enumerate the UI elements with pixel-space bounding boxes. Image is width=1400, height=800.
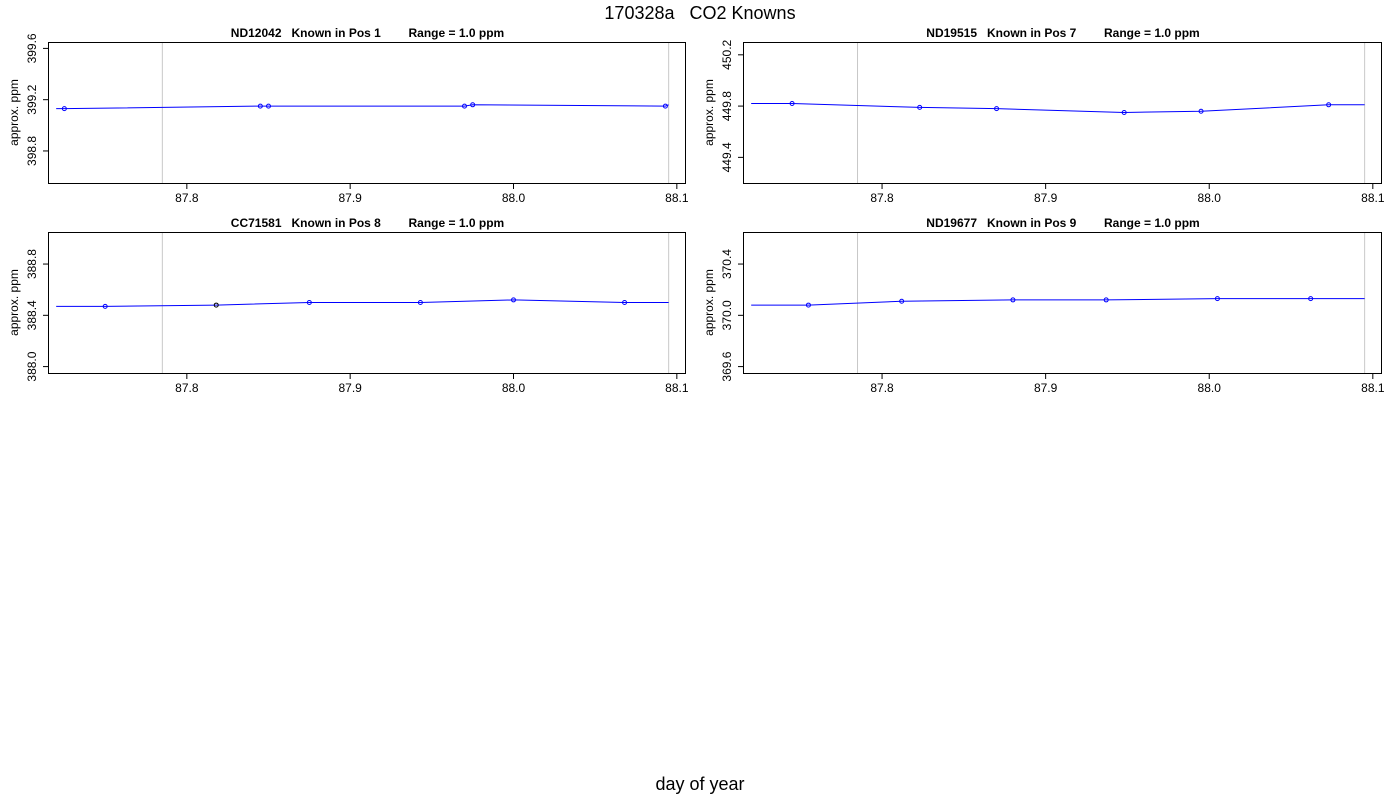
x-tick-label: 88.1 [1361,381,1385,395]
x-axis-title: day of year [655,774,745,794]
chart-title-id: 170328a [604,3,675,23]
y-tick-label: 398.8 [25,136,39,166]
data-point [1121,110,1127,115]
x-tick-label: 88.1 [665,191,689,205]
x-tick-label: 88.0 [1198,191,1222,205]
y-tick-label: 399.6 [25,33,39,63]
panel-title-cylinder: ND19677 [926,216,977,230]
panel-title-cylinder: ND19515 [926,26,977,40]
data-point [662,103,668,109]
x-tick-label: 88.1 [1361,191,1385,205]
data-point [1103,297,1109,303]
plot-frame [743,42,1382,184]
plot-panel-3: CC71581 Known in Pos 8 Range = 1.0 ppm 87.8… [7,216,689,395]
panel-title-position: Known in Pos 1 [292,26,382,40]
y-tick-label: 399.2 [25,84,39,114]
data-point [1198,108,1204,114]
panel-title-range: Range = 1.0 ppm [1104,26,1200,40]
y-tick-label: 388.0 [25,351,39,381]
data-point [805,302,811,308]
data-point [1326,102,1332,108]
x-tick-label: 87.8 [175,381,199,395]
x-tick-label: 87.8 [870,381,894,395]
plot-panel-1: ND12042 Known in Pos 1 Range = 1.0 ppm 87.8… [7,26,689,205]
data-point [417,300,423,305]
y-tick-label: 370.4 [720,249,734,279]
y-tick-label: 450.2 [720,39,734,69]
y-tick-label: 449.8 [720,91,734,121]
panel-title-range: Range = 1.0 ppm [409,26,505,40]
chart-title-text: CO2 Knowns [689,3,796,23]
data-point [511,297,516,303]
x-tick-label: 88.0 [502,191,526,205]
plot-frame [743,232,1382,374]
data-point [1308,296,1314,302]
data-point [1214,296,1220,302]
panel-title-position: Known in Pos 8 [292,216,382,230]
panel-title-cylinder: ND12042 [231,26,282,40]
y-axis-label: approx. ppm [702,79,716,146]
data-point [994,106,1000,112]
x-tick-label: 87.9 [1034,191,1058,205]
y-tick-label: 370.0 [720,300,734,330]
x-tick-label: 88.1 [665,381,689,395]
panel-title-range: Range = 1.0 ppm [409,216,505,230]
data-point [257,103,263,109]
y-tick-label: 369.6 [720,351,734,381]
plot-frame [48,42,686,184]
data-point [1010,297,1016,303]
data-point [462,103,467,109]
data-point [306,300,312,305]
series-line [751,298,1365,306]
y-tick-label: 388.4 [25,300,39,330]
x-tick-label: 88.0 [502,381,526,395]
series-line [56,104,669,110]
data-point [789,101,795,107]
x-tick-label: 87.9 [338,191,362,205]
x-tick-label: 87.8 [870,191,894,205]
series-line [751,103,1365,114]
data-point [213,302,219,308]
y-tick-label: 449.4 [720,142,734,172]
panel-title-position: Known in Pos 7 [987,26,1077,40]
plot-panel-2: ND19515 Known in Pos 7 Range = 1.0 ppm 87.8… [702,26,1385,205]
y-tick-label: 388.8 [25,249,39,279]
data-point [622,300,628,305]
data-point [266,103,271,109]
y-axis-label: approx. ppm [702,269,716,336]
x-tick-label: 87.9 [338,381,362,395]
data-point [102,303,108,309]
plot-frame [48,232,686,374]
data-point [470,102,476,108]
data-point [61,106,67,112]
panel-title-position: Known in Pos 9 [987,216,1077,230]
plot-panel-4: ND19677 Known in Pos 9 Range = 1.0 ppm 87.8… [702,216,1385,395]
data-point [917,104,923,110]
panel-title-range: Range = 1.0 ppm [1104,216,1200,230]
panel-title-cylinder: CC71581 [231,216,282,230]
data-point [899,298,905,304]
series-line [56,299,669,307]
y-axis-label: approx. ppm [7,269,21,336]
x-tick-label: 87.9 [1034,381,1058,395]
x-tick-label: 88.0 [1198,381,1222,395]
chart-title: 170328a CO2 Knowns [0,3,1400,24]
y-axis-label: approx. ppm [7,79,21,146]
x-tick-label: 87.8 [175,191,199,205]
